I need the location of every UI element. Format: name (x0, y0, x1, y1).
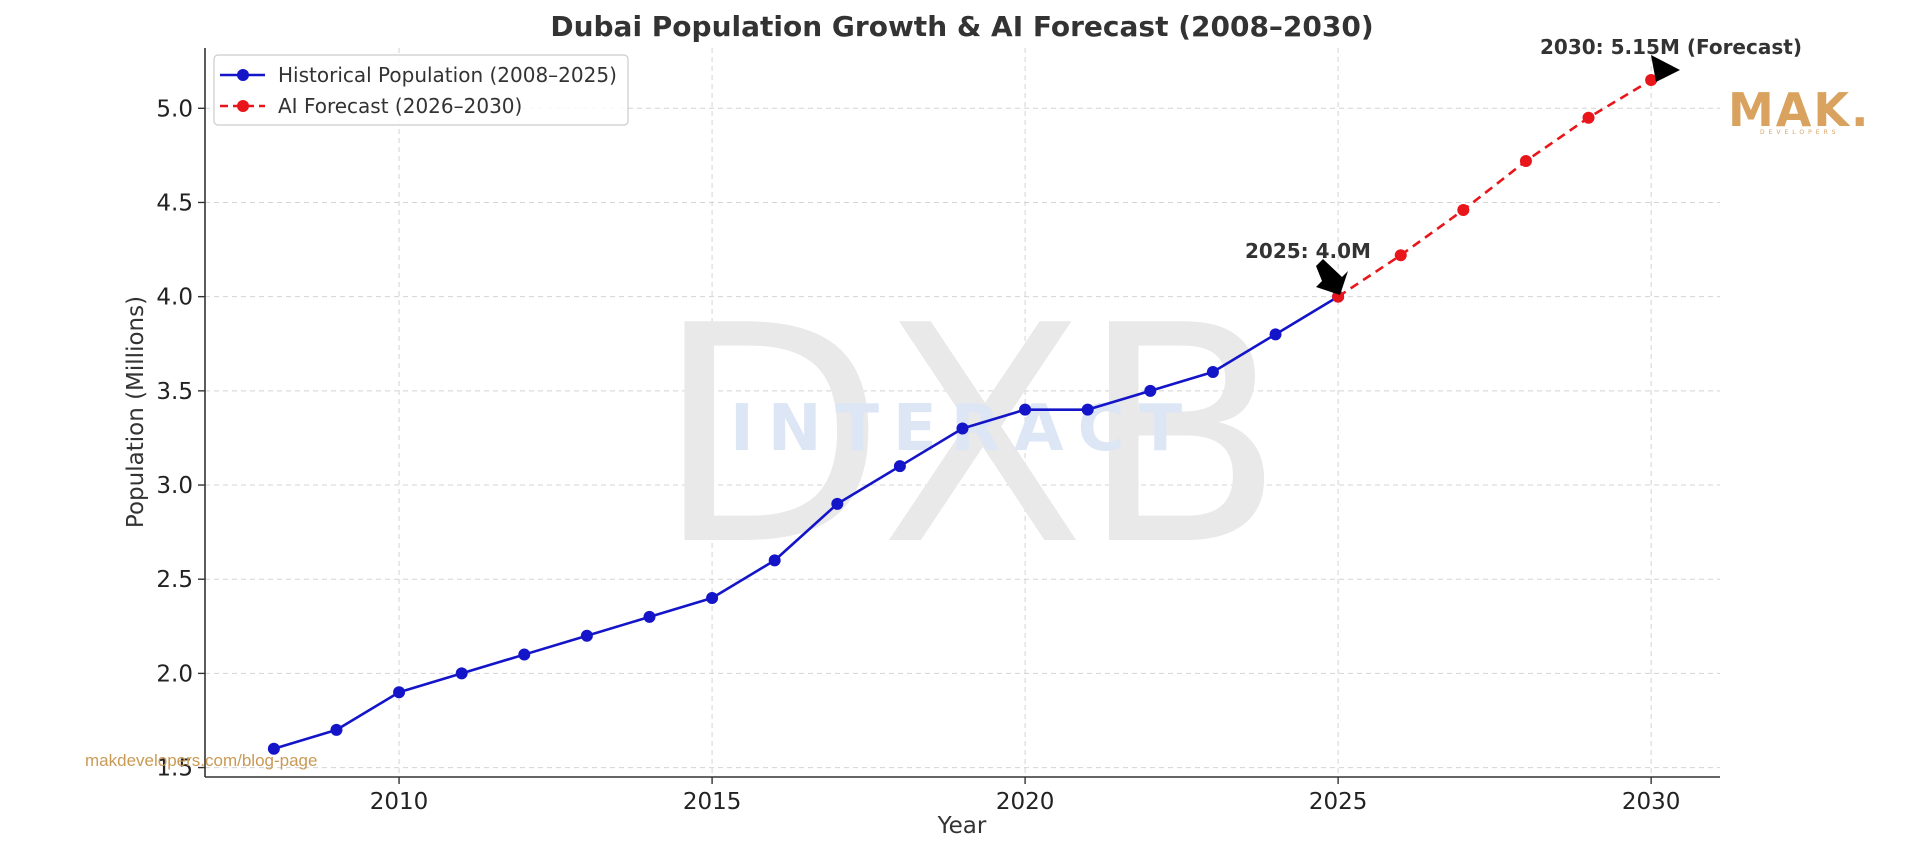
x-tick-label: 2010 (370, 789, 429, 815)
data-point-historical (393, 686, 406, 699)
axes (204, 48, 1720, 778)
x-axis-title: Year (937, 813, 987, 839)
logo-mak: MAK. (1728, 83, 1871, 137)
grid (205, 48, 1720, 777)
legend-label-forecast: AI Forecast (2026–2030) (278, 94, 522, 118)
data-point-historical (1019, 403, 1032, 416)
legend-marker-historical (237, 69, 249, 81)
series (267, 74, 1658, 755)
data-point-historical (455, 667, 468, 680)
data-point-forecast (1519, 155, 1532, 168)
data-point-historical (706, 592, 719, 605)
data-point-historical (893, 460, 906, 473)
legend-label-historical: Historical Population (2008–2025) (278, 63, 617, 87)
y-tick-label: 3.5 (156, 379, 193, 405)
x-tick-label: 2030 (1622, 789, 1681, 815)
data-point-historical (768, 554, 781, 567)
data-point-forecast (1582, 111, 1595, 124)
data-point-forecast (1332, 290, 1345, 303)
data-point-historical (330, 723, 343, 736)
data-point-historical (831, 497, 844, 510)
series-line-historical (273, 295, 1339, 750)
y-tick-label: 2.5 (156, 567, 193, 593)
legend-box (213, 54, 629, 126)
chart-title: Dubai Population Growth & AI Forecast (2… (550, 10, 1373, 43)
data-point-forecast (1645, 74, 1658, 87)
y-tick-label: 2.0 (156, 661, 193, 687)
x-tick-label: 2025 (1309, 789, 1368, 815)
source-url: makdevelopers.com/blog-page (85, 751, 317, 770)
x-tick-label: 2020 (996, 789, 1055, 815)
y-tick-label: 4.0 (156, 285, 193, 311)
data-point-forecast (1394, 249, 1407, 262)
annotation-2025: 2025: 4.0M (1245, 239, 1371, 263)
data-point-historical (1206, 366, 1219, 378)
data-point-historical (1269, 328, 1282, 341)
y-axis-title: Population (Millions) (123, 296, 149, 528)
watermark-dxb: DXB (655, 262, 1279, 611)
brand-logo: MAK. DEVELOPERS (1728, 83, 1871, 137)
annotation-2030-arrow-icon (1651, 55, 1680, 82)
data-point-historical (956, 422, 969, 435)
data-point-historical (518, 648, 531, 661)
watermark: DXB INTERACT (655, 262, 1285, 611)
data-point-historical (580, 629, 593, 642)
legend-marker-forecast (237, 100, 249, 112)
y-ticks: 1.5 2.0 2.5 3.0 3.5 4.0 4.5 5.0 (156, 96, 205, 782)
y-tick-label: 1.5 (156, 756, 193, 782)
annotations: 2025: 4.0M 2030: 5.15M (Forecast) (1245, 35, 1802, 295)
data-point-historical (267, 742, 280, 755)
data-point-historical (1081, 403, 1094, 416)
data-point-historical (643, 610, 656, 623)
legend: Historical Population (2008–2025) AI For… (213, 54, 629, 126)
series-line-forecast (1337, 78, 1652, 298)
annotation-2030: 2030: 5.15M (Forecast) (1540, 35, 1802, 59)
annotation-2025-arrow-icon (1316, 259, 1348, 295)
y-tick-label: 5.0 (156, 96, 193, 122)
data-point-forecast (1457, 204, 1470, 216)
logo-tagline: DEVELOPERS (1760, 129, 1840, 136)
y-tick-label: 4.5 (156, 190, 193, 216)
x-ticks: 2010 2015 2020 2025 2030 (370, 777, 1681, 815)
y-tick-label: 3.0 (156, 473, 193, 499)
x-tick-label: 2015 (683, 789, 742, 815)
data-point-historical (1144, 384, 1157, 397)
